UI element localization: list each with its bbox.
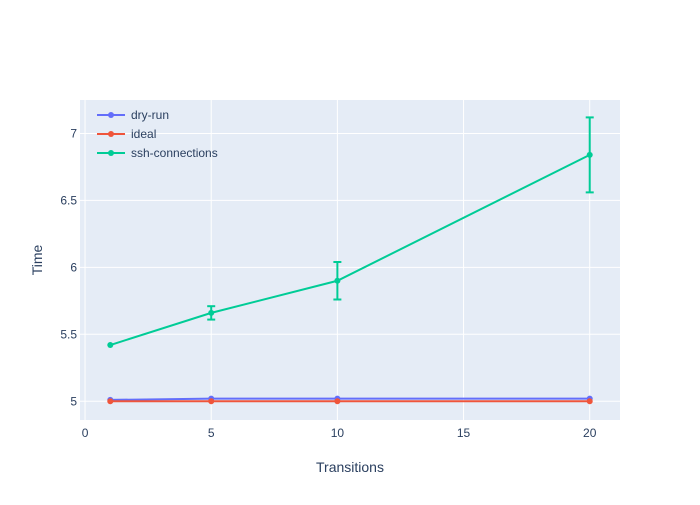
- y-tick-label: 6: [70, 260, 77, 274]
- y-tick-label: 5: [70, 394, 77, 408]
- x-tick-label: 0: [82, 426, 89, 440]
- data-point: [107, 342, 114, 349]
- legend-item-ideal[interactable]: ideal: [97, 127, 156, 141]
- plot-background: [80, 100, 620, 420]
- x-tick-label: 5: [208, 426, 215, 440]
- series-line: [110, 397, 590, 401]
- legend-label: ssh-connections: [131, 146, 218, 160]
- legend-item-dry-run[interactable]: dry-run: [97, 108, 169, 122]
- x-tick-label: 10: [331, 426, 345, 440]
- series-ideal: [107, 398, 593, 405]
- y-tick-label: 5.5: [60, 327, 77, 341]
- series-line: [109, 154, 591, 346]
- data-point: [208, 309, 215, 316]
- tick-labels: 0 5 10 15 20 5 5.5 6 6.5 7: [60, 126, 596, 440]
- legend[interactable]: dry-run ideal ssh-connections: [97, 108, 218, 160]
- data-point: [334, 277, 341, 284]
- y-tick-label: 7: [70, 126, 77, 140]
- data-point: [334, 398, 341, 405]
- data-point: [586, 151, 593, 158]
- series-ssh-connections: [107, 116, 594, 349]
- legend-marker: [108, 150, 114, 156]
- legend-item-ssh-connections[interactable]: ssh-connections: [97, 146, 218, 160]
- data-point: [107, 398, 114, 405]
- x-tick-label: 20: [583, 426, 597, 440]
- x-tick-label: 15: [457, 426, 471, 440]
- legend-marker: [108, 112, 114, 118]
- y-tick-label: 6.5: [60, 193, 77, 207]
- data-point: [208, 398, 215, 405]
- x-axis-title: Transitions: [316, 459, 384, 475]
- y-axis-title: Time: [29, 244, 45, 275]
- legend-marker: [108, 131, 114, 137]
- legend-label: dry-run: [131, 108, 169, 122]
- legend-label: ideal: [131, 127, 156, 141]
- data-point: [586, 398, 593, 405]
- series-layer: [107, 116, 594, 405]
